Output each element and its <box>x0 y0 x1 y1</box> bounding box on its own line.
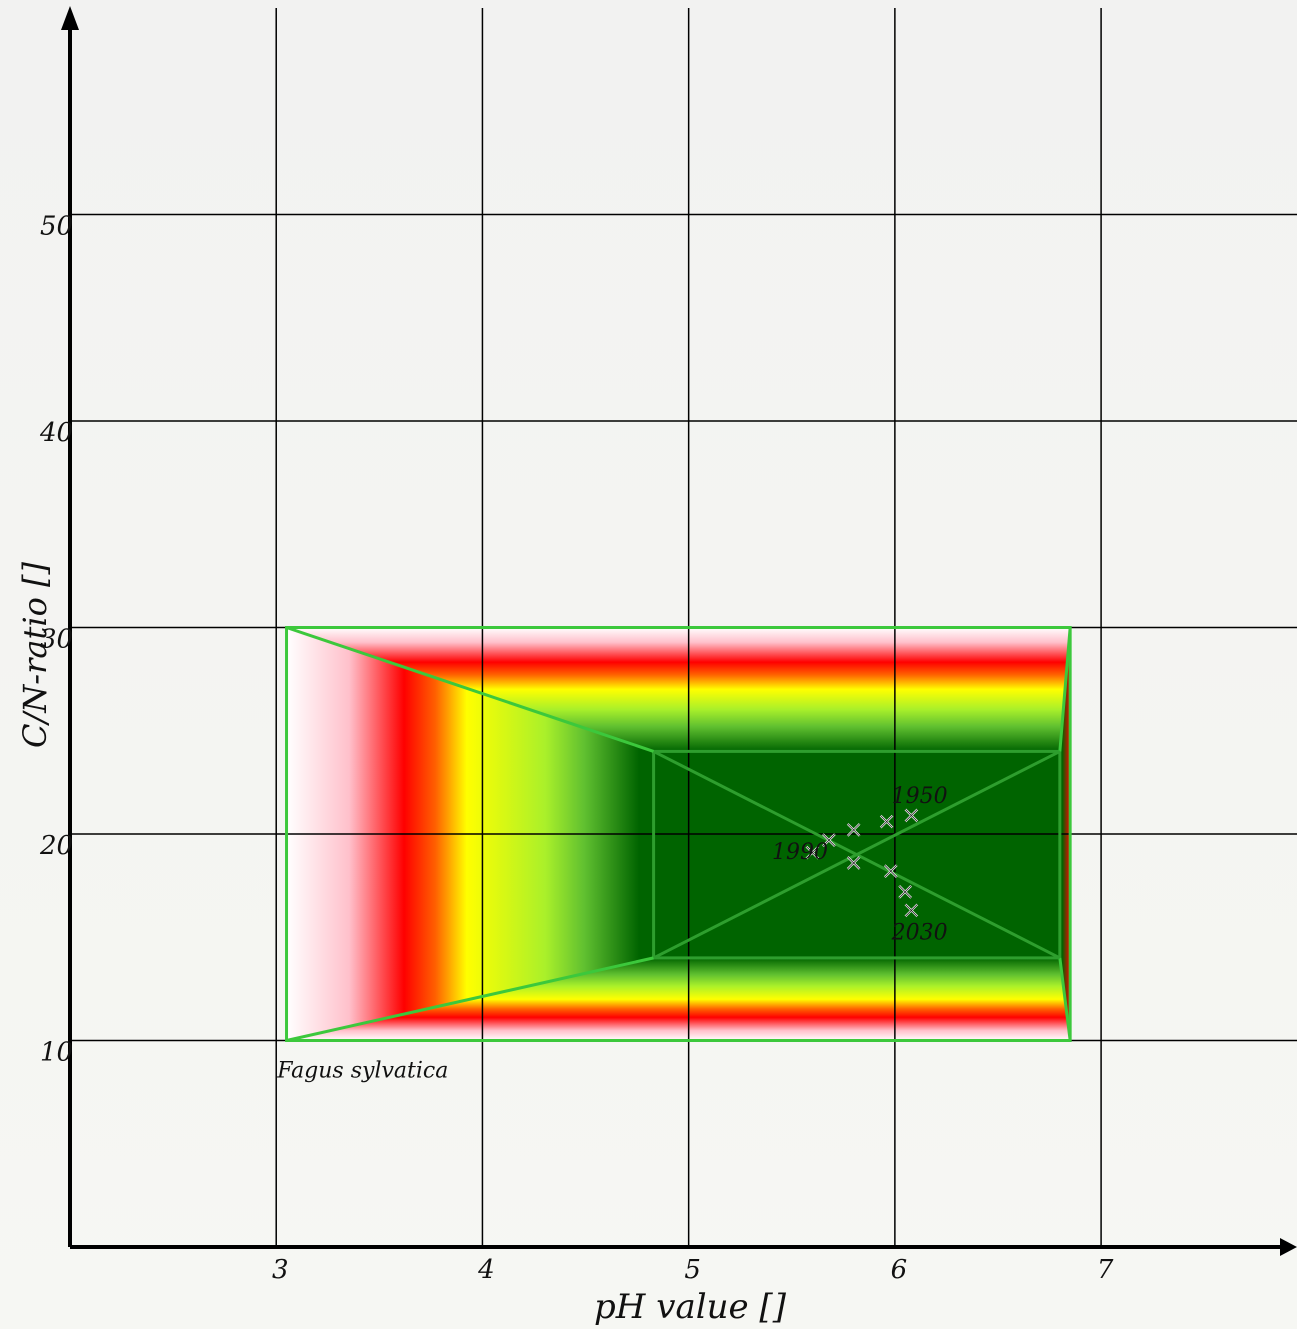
data-point <box>898 885 912 899</box>
data-point <box>822 833 836 847</box>
y-tick-label: 20 <box>39 831 73 861</box>
species-region-connector <box>286 626 655 753</box>
data-point <box>846 856 861 870</box>
y-axis-arrow <box>61 6 79 30</box>
y-axis-title: C/N-ratio [] <box>16 562 54 748</box>
species-label: Fagus sylvatica <box>276 1059 448 1084</box>
x-tick-label: 6 <box>891 1255 908 1285</box>
species-region-connector <box>286 956 654 1042</box>
y-tick-label: 10 <box>40 1038 73 1068</box>
y-tick-label: 30 <box>40 625 73 655</box>
x-axis-title: pH value [] <box>594 1287 787 1327</box>
year-annotation: 1990 <box>772 840 828 865</box>
x-axis-arrow <box>1280 1238 1297 1256</box>
species-region-outline <box>285 626 1072 1042</box>
x-tick-label: 4 <box>477 1255 495 1285</box>
data-point <box>883 864 898 878</box>
x-tick-label: 3 <box>272 1255 289 1285</box>
species-region-connector <box>1058 957 1072 1041</box>
data-point <box>805 845 820 860</box>
data-point <box>904 808 919 823</box>
x-tick-label: 7 <box>1097 1255 1114 1285</box>
year-annotation: 2030 <box>891 920 948 945</box>
species-optimum-diagonal <box>652 750 1061 960</box>
species-optimum-outline <box>652 749 1062 960</box>
species-region-connector <box>1058 627 1072 752</box>
x-tick-label: 5 <box>684 1255 701 1285</box>
data-point <box>879 814 894 829</box>
data-point <box>846 823 861 837</box>
data-point <box>904 903 919 918</box>
year-annotation: 1950 <box>892 784 948 809</box>
y-tick-label: 50 <box>40 212 73 242</box>
y-tick-label: 40 <box>39 418 73 448</box>
